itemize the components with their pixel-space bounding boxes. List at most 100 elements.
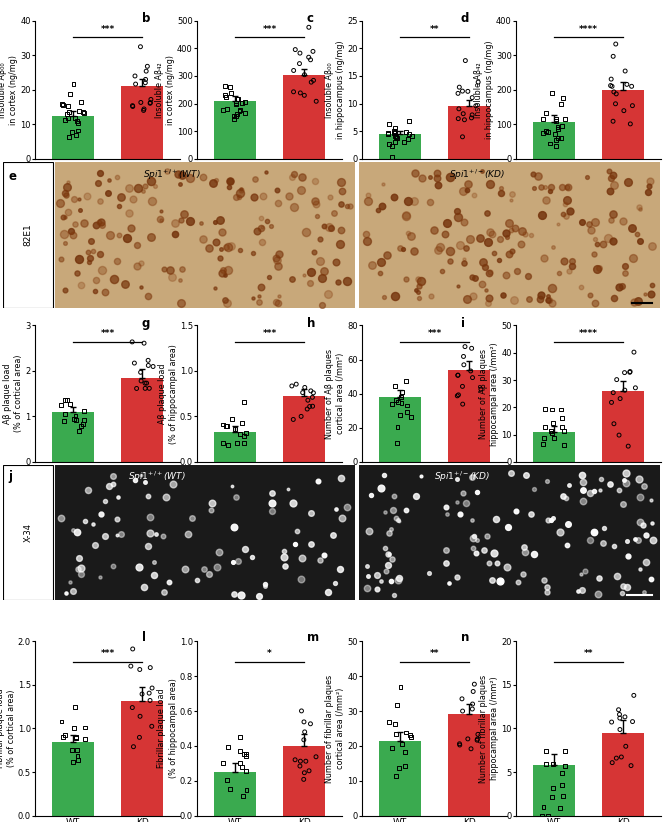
Point: [130, 69, 140, 82]
Point: [305, 265, 316, 278]
Point: [512, 575, 523, 589]
Point: [78, 417, 88, 430]
Point: [311, 750, 321, 764]
Point: [295, 572, 306, 585]
Point: [374, 266, 385, 279]
Point: [404, 114, 415, 127]
Point: [465, 364, 476, 377]
Point: [310, 174, 321, 187]
Point: [179, 208, 190, 221]
Point: [134, 731, 145, 744]
Point: [140, 180, 150, 193]
Point: [299, 733, 309, 746]
Point: [305, 53, 316, 67]
Point: [393, 395, 404, 409]
Point: [401, 125, 412, 138]
Y-axis label: Number of Aβ plaques
hippocampal area (/mm²): Number of Aβ plaques hippocampal area (/…: [479, 342, 499, 446]
Point: [279, 545, 289, 558]
Point: [567, 259, 577, 272]
Point: [505, 467, 516, 480]
Point: [623, 440, 634, 453]
Point: [477, 278, 487, 291]
Point: [74, 204, 85, 217]
Y-axis label: Insoluble Aβ₄₂
in cortex (ng/mg): Insoluble Aβ₄₂ in cortex (ng/mg): [155, 55, 175, 125]
Point: [299, 381, 310, 394]
Point: [386, 741, 397, 755]
Point: [63, 105, 74, 118]
Point: [475, 231, 485, 244]
Point: [458, 256, 469, 270]
Point: [435, 240, 446, 253]
Point: [112, 491, 123, 504]
Point: [60, 210, 70, 224]
Point: [295, 183, 306, 196]
Point: [397, 386, 408, 399]
Point: [608, 234, 618, 247]
Point: [210, 216, 221, 229]
Point: [297, 386, 308, 399]
Point: [230, 97, 241, 110]
Point: [288, 413, 299, 426]
Point: [240, 764, 251, 777]
Point: [95, 507, 106, 520]
Point: [196, 216, 206, 229]
Point: [390, 717, 401, 730]
Point: [228, 555, 239, 568]
Point: [640, 556, 651, 569]
Point: [140, 475, 150, 488]
Point: [139, 581, 150, 594]
Point: [618, 104, 629, 118]
Point: [467, 541, 478, 554]
Point: [390, 727, 401, 741]
Point: [76, 95, 86, 109]
Point: [363, 195, 374, 208]
Point: [487, 227, 497, 240]
Point: [145, 510, 156, 524]
Point: [511, 505, 521, 518]
Bar: [448, 714, 489, 815]
Point: [128, 192, 138, 206]
Point: [79, 413, 90, 426]
Point: [540, 420, 551, 433]
Point: [593, 572, 604, 585]
Point: [535, 293, 545, 306]
Point: [576, 568, 587, 581]
Point: [308, 74, 319, 87]
Point: [516, 238, 527, 251]
Point: [554, 266, 565, 279]
Point: [306, 538, 317, 551]
Point: [78, 404, 89, 418]
Point: [626, 221, 637, 234]
Point: [543, 514, 553, 527]
Point: [127, 701, 138, 714]
Point: [473, 727, 483, 741]
Point: [287, 170, 298, 183]
Bar: [283, 396, 325, 462]
Point: [319, 265, 329, 278]
Point: [304, 764, 315, 778]
Point: [442, 217, 452, 230]
Point: [547, 86, 557, 99]
Point: [97, 263, 108, 276]
Point: [548, 416, 559, 429]
Point: [417, 172, 428, 185]
Point: [539, 574, 549, 587]
Point: [638, 479, 649, 492]
Point: [465, 742, 476, 755]
Point: [619, 259, 630, 272]
Point: [628, 689, 639, 702]
Point: [104, 229, 115, 242]
Point: [592, 262, 602, 275]
Point: [73, 562, 84, 575]
Point: [642, 186, 653, 199]
Point: [289, 200, 300, 213]
Point: [545, 185, 555, 198]
Point: [457, 130, 467, 143]
Point: [555, 801, 565, 815]
Point: [611, 373, 622, 386]
Point: [501, 227, 511, 240]
Point: [55, 252, 66, 266]
Point: [390, 380, 400, 393]
Point: [239, 395, 249, 409]
Y-axis label: Number of fibrillar plaques
cortical area (/mm²): Number of fibrillar plaques cortical are…: [325, 674, 345, 783]
